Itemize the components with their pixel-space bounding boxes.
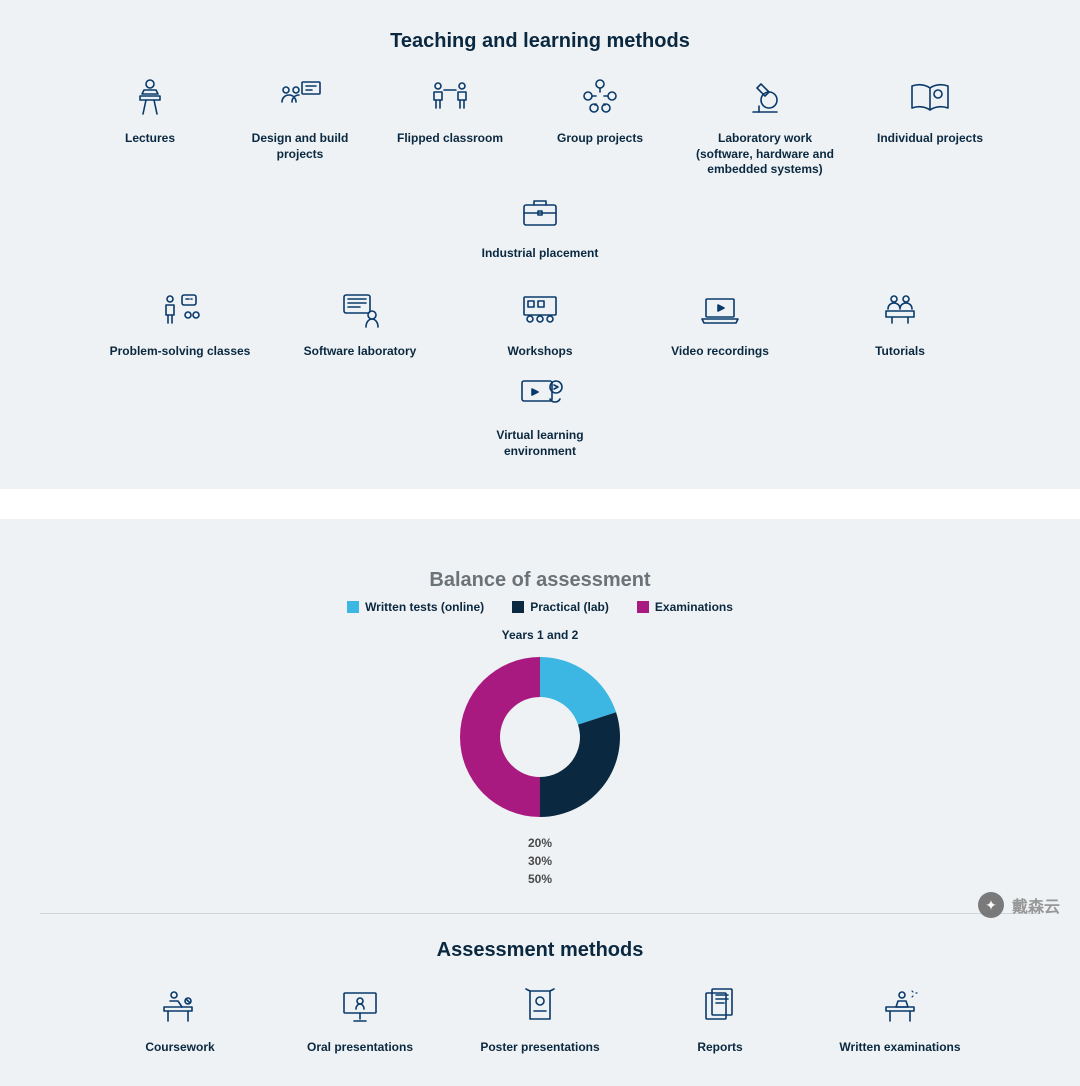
item-label: Group projects <box>557 131 643 147</box>
legend-swatch <box>637 601 649 613</box>
open-book-icon <box>902 73 958 119</box>
item-label: Workshops <box>507 344 572 360</box>
method-item: Virtual learning environment <box>465 370 615 459</box>
problem-solving-icon <box>152 286 208 332</box>
method-item: Coursework <box>105 982 255 1056</box>
method-item: Written examinations <box>825 982 975 1056</box>
item-label: Flipped classroom <box>397 131 503 147</box>
item-label: Coursework <box>145 1040 214 1056</box>
item-label: Software laboratory <box>304 344 417 360</box>
percent-list: 20%30%50% <box>40 834 1040 888</box>
method-item: Software laboratory <box>285 286 435 360</box>
microscope-icon <box>737 73 793 119</box>
two-chairs-icon <box>422 73 478 119</box>
method-item: Design and build projects <box>240 73 360 178</box>
item-label: Individual projects <box>877 131 983 147</box>
tutorial-icon <box>872 286 928 332</box>
method-item: Flipped classroom <box>390 73 510 178</box>
item-label: Video recordings <box>671 344 769 360</box>
wechat-icon: ✦ <box>978 892 1004 918</box>
briefcase-icon <box>512 188 568 234</box>
teaching-row-2: Problem-solving classes Software laborato… <box>40 286 1040 459</box>
method-item: Workshops <box>465 286 615 360</box>
item-label: Reports <box>697 1040 742 1056</box>
method-item: Industrial placement <box>480 188 600 262</box>
team-board-icon <box>272 73 328 119</box>
item-label: Poster presentations <box>480 1040 599 1056</box>
teaching-panel: Teaching and learning methods Lectures De… <box>0 0 1080 489</box>
donut-chart <box>40 652 1040 822</box>
reports-icon <box>692 982 748 1028</box>
method-item: Group projects <box>540 73 660 178</box>
legend-item: Practical (lab) <box>512 600 609 614</box>
item-label: Problem-solving classes <box>110 344 251 360</box>
method-item: Oral presentations <box>285 982 435 1056</box>
method-item: Lectures <box>90 73 210 178</box>
balance-title: Balance of assessment <box>40 569 1040 592</box>
legend-label: Examinations <box>655 600 733 614</box>
poster-icon <box>512 982 568 1028</box>
teaching-title: Teaching and learning methods <box>40 30 1040 53</box>
pct-label: 20% <box>40 834 1040 852</box>
item-label: Industrial placement <box>482 246 599 262</box>
people-network-icon <box>572 73 628 119</box>
chart-title: Years 1 and 2 <box>40 628 1040 642</box>
watermark-text: 戴森云 <box>1012 893 1060 917</box>
divider <box>40 913 1040 914</box>
laptop-video-icon <box>692 286 748 332</box>
legend-item: Written tests (online) <box>347 600 484 614</box>
donut-slice <box>540 712 620 817</box>
workshop-icon <box>512 286 568 332</box>
method-item: Reports <box>645 982 795 1056</box>
exam-desk-icon <box>872 982 928 1028</box>
watermark: ✦ 戴森云 <box>978 892 1060 918</box>
balance-panel: Balance of assessment Written tests (onl… <box>0 519 1080 1086</box>
item-label: Virtual learning environment <box>465 428 615 459</box>
item-label: Written examinations <box>839 1040 960 1056</box>
legend-label: Practical (lab) <box>530 600 609 614</box>
method-item: Tutorials <box>825 286 975 360</box>
desk-writing-icon <box>152 982 208 1028</box>
donut-slice <box>460 657 540 817</box>
legend-swatch <box>347 601 359 613</box>
legend-label: Written tests (online) <box>365 600 484 614</box>
presenter-icon <box>332 982 388 1028</box>
lectern-icon <box>122 73 178 119</box>
vle-icon <box>512 370 568 416</box>
method-item: Video recordings <box>645 286 795 360</box>
method-item: Laboratory work (software, hardware and … <box>690 73 840 178</box>
teaching-row-1: Lectures Design and build projects Flipped… <box>40 73 1040 261</box>
method-item: Poster presentations <box>465 982 615 1056</box>
legend-item: Examinations <box>637 600 733 614</box>
item-label: Laboratory work (software, hardware and … <box>690 131 840 178</box>
pct-label: 30% <box>40 852 1040 870</box>
assessment-row: Coursework Oral presentations Poster prese… <box>40 982 1040 1056</box>
item-label: Design and build projects <box>240 131 360 162</box>
computer-user-icon <box>332 286 388 332</box>
method-item: Individual projects <box>870 73 990 178</box>
legend: Written tests (online) Practical (lab) Exa… <box>40 600 1040 614</box>
item-label: Tutorials <box>875 344 925 360</box>
item-label: Oral presentations <box>307 1040 413 1056</box>
legend-swatch <box>512 601 524 613</box>
assessment-title: Assessment methods <box>40 939 1040 962</box>
donut-slice <box>540 657 616 725</box>
method-item: Problem-solving classes <box>105 286 255 360</box>
item-label: Lectures <box>125 131 175 147</box>
pct-label: 50% <box>40 870 1040 888</box>
separator <box>0 489 1080 519</box>
